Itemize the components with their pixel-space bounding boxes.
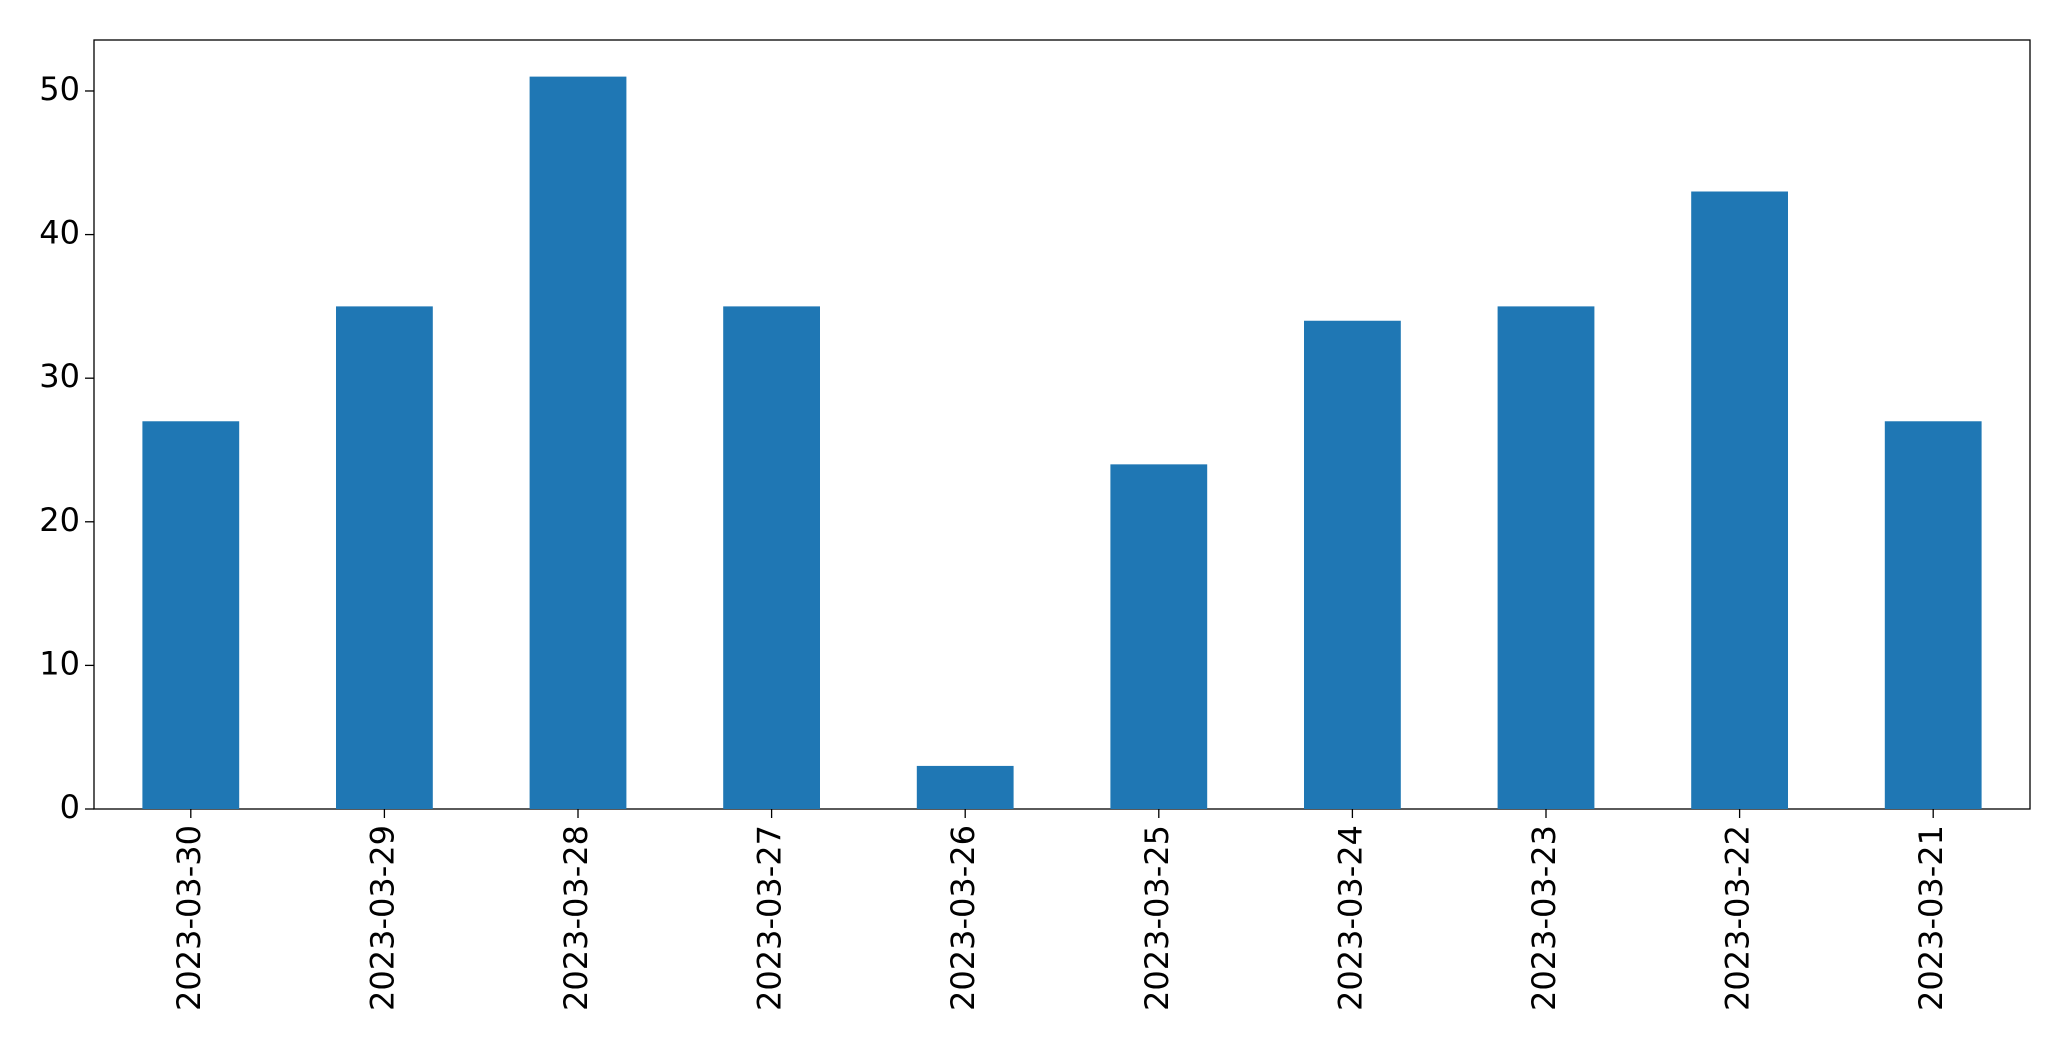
y-tick-label: 10 (39, 644, 80, 682)
bar (1497, 306, 1595, 809)
bar (1691, 191, 1788, 810)
x-tick-label: 2023-03-26 (944, 825, 982, 1011)
y-tick-label: 20 (39, 501, 80, 539)
x-tick-label: 2023-03-24 (1331, 825, 1369, 1011)
bar (1884, 421, 1982, 809)
bar (916, 765, 1014, 809)
y-tick-label: 0 (60, 788, 80, 826)
bar (529, 76, 627, 810)
x-tick-label: 2023-03-27 (751, 825, 789, 1011)
y-tick-label: 40 (39, 214, 80, 252)
bar (336, 306, 433, 809)
x-tick-label: 2023-03-29 (363, 825, 401, 1011)
bar (1110, 464, 1208, 809)
x-tick-label: 2023-03-25 (1138, 825, 1176, 1011)
x-tick-label: 2023-03-21 (1912, 825, 1950, 1011)
x-tick-label: 2023-03-30 (170, 825, 208, 1011)
y-tick-label: 50 (39, 70, 80, 108)
plot-frame (93, 39, 2031, 810)
y-tick-label: 30 (39, 357, 80, 395)
bar (142, 421, 240, 809)
x-tick-label: 2023-03-23 (1525, 825, 1563, 1011)
bar (723, 306, 820, 809)
x-tick-label: 2023-03-28 (557, 825, 595, 1011)
x-tick-label: 2023-03-22 (1719, 825, 1757, 1011)
bar (1304, 320, 1401, 809)
